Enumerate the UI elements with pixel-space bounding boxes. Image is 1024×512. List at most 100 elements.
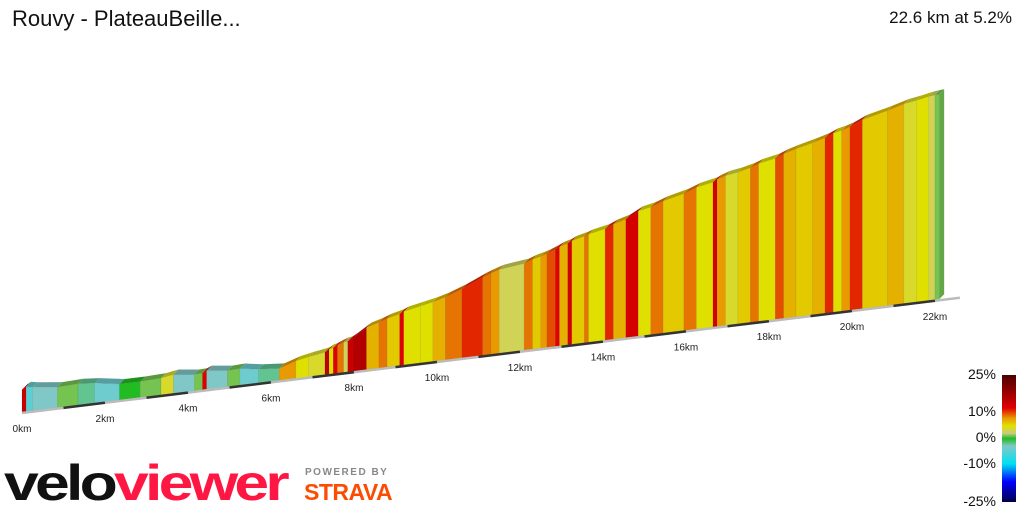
- profile-segment[interactable]: [650, 200, 664, 336]
- profile-segment[interactable]: [613, 218, 627, 340]
- profile-segment[interactable]: [559, 243, 568, 347]
- profile-segment[interactable]: [928, 94, 936, 301]
- distance-axis: 0km 2km 4km 6km 8km 10km 12km 14km 16km 18km 20km 2…: [13, 296, 961, 435]
- profile-segment[interactable]: [849, 119, 863, 311]
- profile-segment[interactable]: [662, 193, 685, 334]
- profile-segment[interactable]: [57, 383, 79, 408]
- profile-segment-top: [588, 223, 611, 235]
- profile-segment[interactable]: [173, 374, 195, 394]
- profile-segment[interactable]: [206, 370, 228, 390]
- profile-segment[interactable]: [683, 187, 697, 331]
- profile-segment[interactable]: [774, 153, 784, 320]
- axis-band: [21, 406, 64, 415]
- profile-segment-top: [239, 363, 264, 370]
- x-tick-label: 14km: [591, 353, 615, 364]
- profile-segment[interactable]: [546, 248, 556, 348]
- profile-segment[interactable]: [571, 235, 585, 345]
- profile-segment-top: [571, 231, 590, 241]
- x-tick-label: 10km: [425, 373, 449, 384]
- profile-segment[interactable]: [812, 137, 826, 316]
- profile-segment[interactable]: [77, 382, 95, 406]
- axis-band: [768, 314, 811, 323]
- profile-segment[interactable]: [824, 132, 834, 314]
- profile-segment[interactable]: [337, 341, 344, 374]
- profile-segment[interactable]: [540, 253, 548, 349]
- profile-segment[interactable]: [716, 175, 726, 327]
- profile-segment[interactable]: [324, 348, 330, 376]
- profile-segment[interactable]: [887, 103, 905, 306]
- profile-segment[interactable]: [193, 372, 203, 392]
- profile-segment[interactable]: [445, 288, 463, 361]
- axis-band: [519, 345, 562, 354]
- veloviewer-logo[interactable]: velo viewer: [4, 452, 294, 504]
- profile-segment-top: [725, 167, 743, 176]
- profile-segment[interactable]: [202, 370, 207, 391]
- axis-band: [602, 335, 645, 343]
- profile-segment[interactable]: [555, 246, 560, 347]
- strava-logo[interactable]: STRAVA: [304, 479, 393, 505]
- legend-label-0: 0%: [975, 429, 996, 445]
- profile-segment[interactable]: [140, 377, 162, 398]
- profile-segment[interactable]: [841, 126, 851, 312]
- profile-segment[interactable]: [160, 374, 174, 396]
- profile-segment[interactable]: [347, 336, 355, 373]
- profile-segment[interactable]: [420, 301, 434, 364]
- profile-segment[interactable]: [833, 130, 842, 313]
- profile-segment[interactable]: [366, 322, 380, 370]
- profile-segment[interactable]: [588, 228, 606, 343]
- profile-segment-top: [712, 174, 723, 183]
- profile-segment[interactable]: [750, 163, 759, 323]
- profile-segment[interactable]: [725, 171, 739, 326]
- profile-segment[interactable]: [903, 100, 917, 304]
- profile-segment[interactable]: [584, 233, 589, 344]
- profile-segment[interactable]: [227, 368, 241, 388]
- profile-segment-top: [555, 241, 565, 250]
- profile-segment[interactable]: [386, 313, 400, 368]
- profile-segment[interactable]: [353, 327, 367, 372]
- profile-segment[interactable]: [567, 240, 573, 346]
- route-summary: 22.6 km at 5.2%: [889, 8, 1012, 27]
- profile-segment[interactable]: [119, 381, 141, 401]
- profile-segment-top: [683, 182, 702, 194]
- profile-segment[interactable]: [604, 223, 614, 341]
- profile-segment[interactable]: [378, 318, 388, 369]
- profile-segment[interactable]: [21, 386, 27, 413]
- profile-segment[interactable]: [94, 382, 120, 404]
- profile-segment[interactable]: [432, 296, 446, 362]
- profile-segment-top: [559, 238, 573, 247]
- profile-segment[interactable]: [333, 344, 338, 375]
- profile-segment[interactable]: [328, 347, 334, 375]
- profile-segment-top: [26, 381, 38, 388]
- profile-segment[interactable]: [712, 179, 718, 328]
- profile-segment[interactable]: [482, 272, 492, 356]
- profile-segment-top: [696, 177, 718, 188]
- profile-segment[interactable]: [490, 269, 500, 355]
- profile-segment[interactable]: [343, 341, 349, 373]
- profile-segment[interactable]: [758, 158, 776, 322]
- profile-segment[interactable]: [295, 356, 309, 379]
- profile-segment-top: [258, 363, 285, 370]
- x-tick-label: 8km: [345, 383, 364, 394]
- profile-segment[interactable]: [934, 93, 940, 301]
- profile-segment[interactable]: [532, 256, 541, 350]
- profile-segment[interactable]: [862, 110, 888, 310]
- profile-segment-top: [227, 363, 245, 371]
- profile-segment[interactable]: [638, 206, 651, 337]
- profile-segment[interactable]: [399, 311, 405, 366]
- profile-segment[interactable]: [916, 96, 930, 303]
- axis-band: [893, 299, 936, 308]
- profile-segment[interactable]: [625, 210, 639, 339]
- profile-segment-top: [758, 153, 781, 164]
- profile-segment[interactable]: [32, 386, 58, 412]
- profile-segment[interactable]: [461, 276, 483, 359]
- profile-segment[interactable]: [737, 167, 751, 325]
- profile-segment[interactable]: [239, 368, 259, 386]
- profile-segment[interactable]: [783, 148, 797, 319]
- profile-segment[interactable]: [523, 259, 533, 351]
- profile-segment[interactable]: [25, 386, 33, 412]
- profile-segment-top: [461, 272, 488, 290]
- profile-segment[interactable]: [795, 142, 813, 318]
- profile-segment[interactable]: [696, 181, 714, 330]
- profile-segment[interactable]: [499, 263, 525, 354]
- profile-segment[interactable]: [403, 305, 421, 366]
